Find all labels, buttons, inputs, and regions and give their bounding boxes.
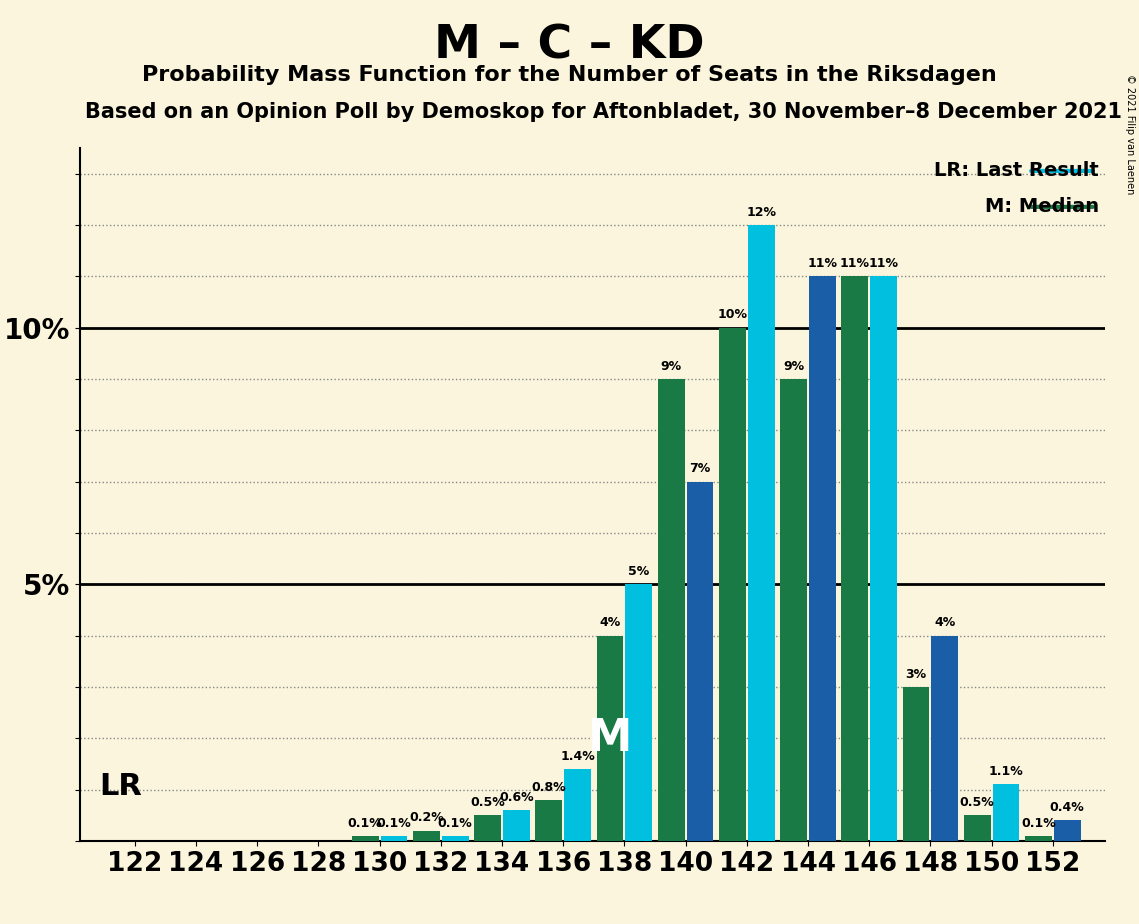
Text: 11%: 11% [808, 257, 837, 270]
Text: 0.5%: 0.5% [960, 796, 994, 809]
Text: 9%: 9% [784, 359, 804, 372]
Text: 1.1%: 1.1% [989, 765, 1023, 778]
Text: 0.1%: 0.1% [377, 817, 411, 830]
Bar [564, 769, 591, 841]
Text: 1.4%: 1.4% [560, 749, 595, 763]
Text: LR: Last Result: LR: Last Result [934, 162, 1099, 180]
Text: 0.5%: 0.5% [470, 796, 505, 809]
Bar [687, 481, 713, 841]
Bar [902, 687, 929, 841]
Bar [1025, 835, 1052, 841]
Text: 0.6%: 0.6% [499, 791, 534, 804]
Text: 0.1%: 0.1% [1021, 817, 1056, 830]
Bar [842, 276, 868, 841]
Text: 3%: 3% [906, 668, 927, 681]
Text: Probability Mass Function for the Number of Seats in the Riksdagen: Probability Mass Function for the Number… [142, 65, 997, 85]
Text: M: M [588, 717, 632, 760]
Text: 0.4%: 0.4% [1050, 801, 1084, 814]
Bar [870, 276, 898, 841]
Bar [503, 810, 530, 841]
Text: 4%: 4% [934, 616, 956, 629]
Text: M: Median: M: Median [984, 198, 1099, 216]
Text: 7%: 7% [689, 462, 711, 475]
Text: 4%: 4% [599, 616, 621, 629]
Text: M – C – KD: M – C – KD [434, 23, 705, 68]
Bar [474, 815, 501, 841]
Bar [719, 327, 746, 841]
Text: 12%: 12% [746, 206, 776, 219]
Text: 11%: 11% [869, 257, 899, 270]
Bar [380, 835, 408, 841]
Bar [657, 379, 685, 841]
Bar [992, 784, 1019, 841]
Bar [413, 831, 440, 841]
Text: LR: LR [99, 772, 142, 801]
Text: 5%: 5% [629, 565, 649, 578]
Bar [964, 815, 991, 841]
Text: 0.2%: 0.2% [409, 811, 444, 824]
Bar [747, 225, 775, 841]
Bar [442, 835, 468, 841]
Text: Based on an Opinion Poll by Demoskop for Aftonbladet, 30 November–8 December 202: Based on an Opinion Poll by Demoskop for… [85, 102, 1122, 122]
Text: 0.8%: 0.8% [532, 781, 566, 794]
Text: 9%: 9% [661, 359, 682, 372]
Text: 0.1%: 0.1% [347, 817, 383, 830]
Text: 0.1%: 0.1% [437, 817, 473, 830]
Text: © 2021 Filip van Laenen: © 2021 Filip van Laenen [1125, 74, 1134, 194]
Bar [597, 636, 623, 841]
Text: 11%: 11% [839, 257, 870, 270]
Text: 10%: 10% [718, 309, 747, 322]
Bar [352, 835, 378, 841]
Bar [625, 584, 653, 841]
Bar [1054, 821, 1081, 841]
Bar [932, 636, 958, 841]
Bar [809, 276, 836, 841]
Bar [535, 800, 563, 841]
Bar [780, 379, 808, 841]
